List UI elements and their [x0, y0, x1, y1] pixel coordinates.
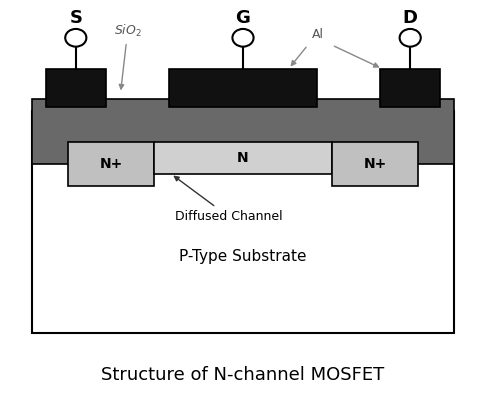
Text: S: S: [69, 9, 82, 27]
Text: Al: Al: [312, 28, 324, 41]
Bar: [169, 69, 317, 107]
Bar: [154, 142, 332, 174]
Text: D: D: [403, 9, 417, 27]
Text: N: N: [237, 151, 249, 165]
Bar: [46, 69, 106, 107]
Bar: [68, 142, 154, 186]
Text: N+: N+: [99, 157, 122, 171]
Text: Structure of N-channel MOSFET: Structure of N-channel MOSFET: [102, 366, 384, 384]
Text: N+: N+: [364, 157, 387, 171]
Bar: [32, 111, 454, 333]
Circle shape: [65, 29, 87, 47]
Circle shape: [232, 29, 254, 47]
Text: Diffused Channel: Diffused Channel: [174, 176, 282, 223]
Text: P-Type Substrate: P-Type Substrate: [179, 249, 307, 264]
Bar: [32, 100, 454, 164]
Bar: [380, 69, 440, 107]
Text: G: G: [236, 9, 250, 27]
Text: $SiO_2$: $SiO_2$: [114, 23, 141, 89]
Circle shape: [399, 29, 421, 47]
Bar: [332, 142, 418, 186]
